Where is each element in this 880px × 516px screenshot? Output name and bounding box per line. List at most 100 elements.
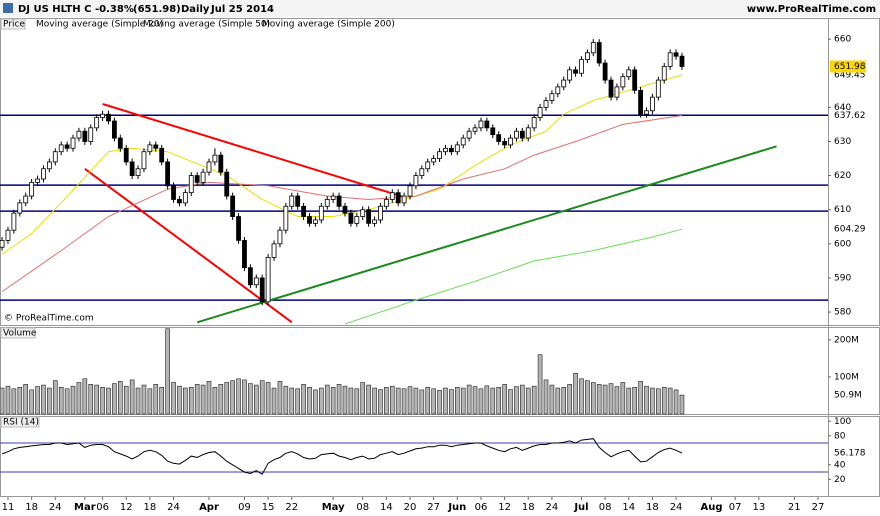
volume-bar [129, 379, 135, 415]
candle-body [23, 195, 29, 204]
candle-body [141, 151, 147, 170]
x-tick-label: 12 [120, 502, 133, 513]
x-tick-label: 06 [96, 502, 109, 513]
candle-body [443, 147, 448, 153]
volume-bar [76, 382, 82, 415]
candle-body [230, 195, 236, 217]
volume-bar [638, 381, 643, 415]
volume-bar [118, 381, 123, 415]
candle-body [200, 171, 206, 183]
volume-bar [555, 387, 561, 415]
header-bar [0, 0, 880, 17]
volume-bar [620, 382, 626, 415]
volume-bar [165, 328, 170, 415]
x-tick-label: 18 [144, 502, 157, 513]
x-tick-label: 11 [2, 502, 15, 513]
volume-bar [525, 387, 531, 415]
volume-bar [70, 385, 76, 415]
candle-body [88, 127, 94, 142]
y-tick-label: 200M [834, 335, 859, 345]
candle-body [5, 229, 11, 241]
candle-body [70, 137, 76, 149]
x-tick-label: 08 [599, 502, 612, 513]
rsi-line [1, 438, 683, 475]
volume-bar [265, 382, 271, 415]
volume-bar [389, 385, 395, 415]
volume-bar [490, 387, 496, 415]
x-tick-label: 12 [498, 502, 511, 513]
candle-body [295, 195, 301, 207]
candle-body [650, 96, 655, 112]
header-icon [3, 3, 13, 13]
candle-body [490, 127, 496, 136]
volume-bar [58, 387, 64, 415]
y-tick-label: 660 [834, 35, 851, 45]
candle-body [543, 100, 549, 108]
candle-body [147, 144, 153, 153]
candle-body [218, 154, 224, 173]
volume-bar [29, 389, 34, 415]
volume-bar [401, 388, 407, 415]
legend-price: Price [3, 20, 25, 30]
candle-body [177, 199, 182, 204]
volume-bar [206, 381, 212, 415]
candle-body [407, 185, 413, 197]
volume-bar [0, 387, 5, 415]
volume-bar [626, 387, 632, 415]
candle-body [590, 42, 596, 54]
last-value: 649.45 [834, 71, 866, 81]
candle-body [206, 161, 212, 173]
candle-body [171, 185, 176, 200]
moving-average [344, 228, 683, 325]
candle-body [100, 113, 105, 119]
x-tick-label: 14 [380, 502, 393, 513]
candle-body [679, 55, 685, 67]
volume-bar [602, 384, 608, 415]
volume-bar [632, 387, 637, 415]
change: -0.38% [95, 4, 134, 15]
x-tick-label: Mar [74, 502, 96, 513]
candle-body [549, 93, 555, 101]
candle-body [330, 195, 336, 200]
candle-body [525, 127, 531, 139]
candle-body [165, 161, 171, 187]
date: Jul 25 2014 [210, 4, 274, 15]
candle-body [626, 69, 632, 78]
volume-bar [35, 386, 40, 415]
volume-bar [419, 389, 425, 415]
x-tick-label: Apr [199, 502, 219, 513]
candle-body [135, 168, 141, 176]
volume-bar [472, 386, 478, 415]
volume-bar [171, 382, 176, 415]
volume-bar [656, 388, 661, 415]
candle-body [667, 52, 673, 67]
volume-bar [188, 387, 194, 415]
last-price-box [830, 60, 866, 73]
candle-body [153, 144, 159, 149]
candle-body [182, 192, 188, 204]
candle-body [46, 161, 52, 170]
volume-bar [94, 384, 99, 415]
candle-body [389, 192, 395, 200]
volume-bar [324, 384, 330, 415]
rsi-layer [0, 438, 828, 475]
candle-body [64, 144, 70, 149]
candle-body [561, 79, 567, 88]
last-value: 604.29 [834, 225, 866, 235]
candle-body [123, 147, 129, 163]
volume-bar [153, 384, 159, 415]
volume-bar [100, 387, 105, 415]
candle-body [41, 168, 46, 180]
volume-bar [520, 384, 525, 415]
x-tick-label: Aug [701, 502, 723, 513]
volume-bar [360, 382, 366, 415]
volume-bar [283, 385, 289, 415]
volume-bar [106, 387, 111, 415]
candle-body [655, 79, 661, 98]
volume-bar [147, 388, 153, 415]
volume-bar [679, 394, 685, 415]
candle-body [366, 209, 372, 224]
volume-bar [17, 387, 23, 415]
volume-bar [224, 382, 230, 415]
candle-body [313, 219, 318, 224]
